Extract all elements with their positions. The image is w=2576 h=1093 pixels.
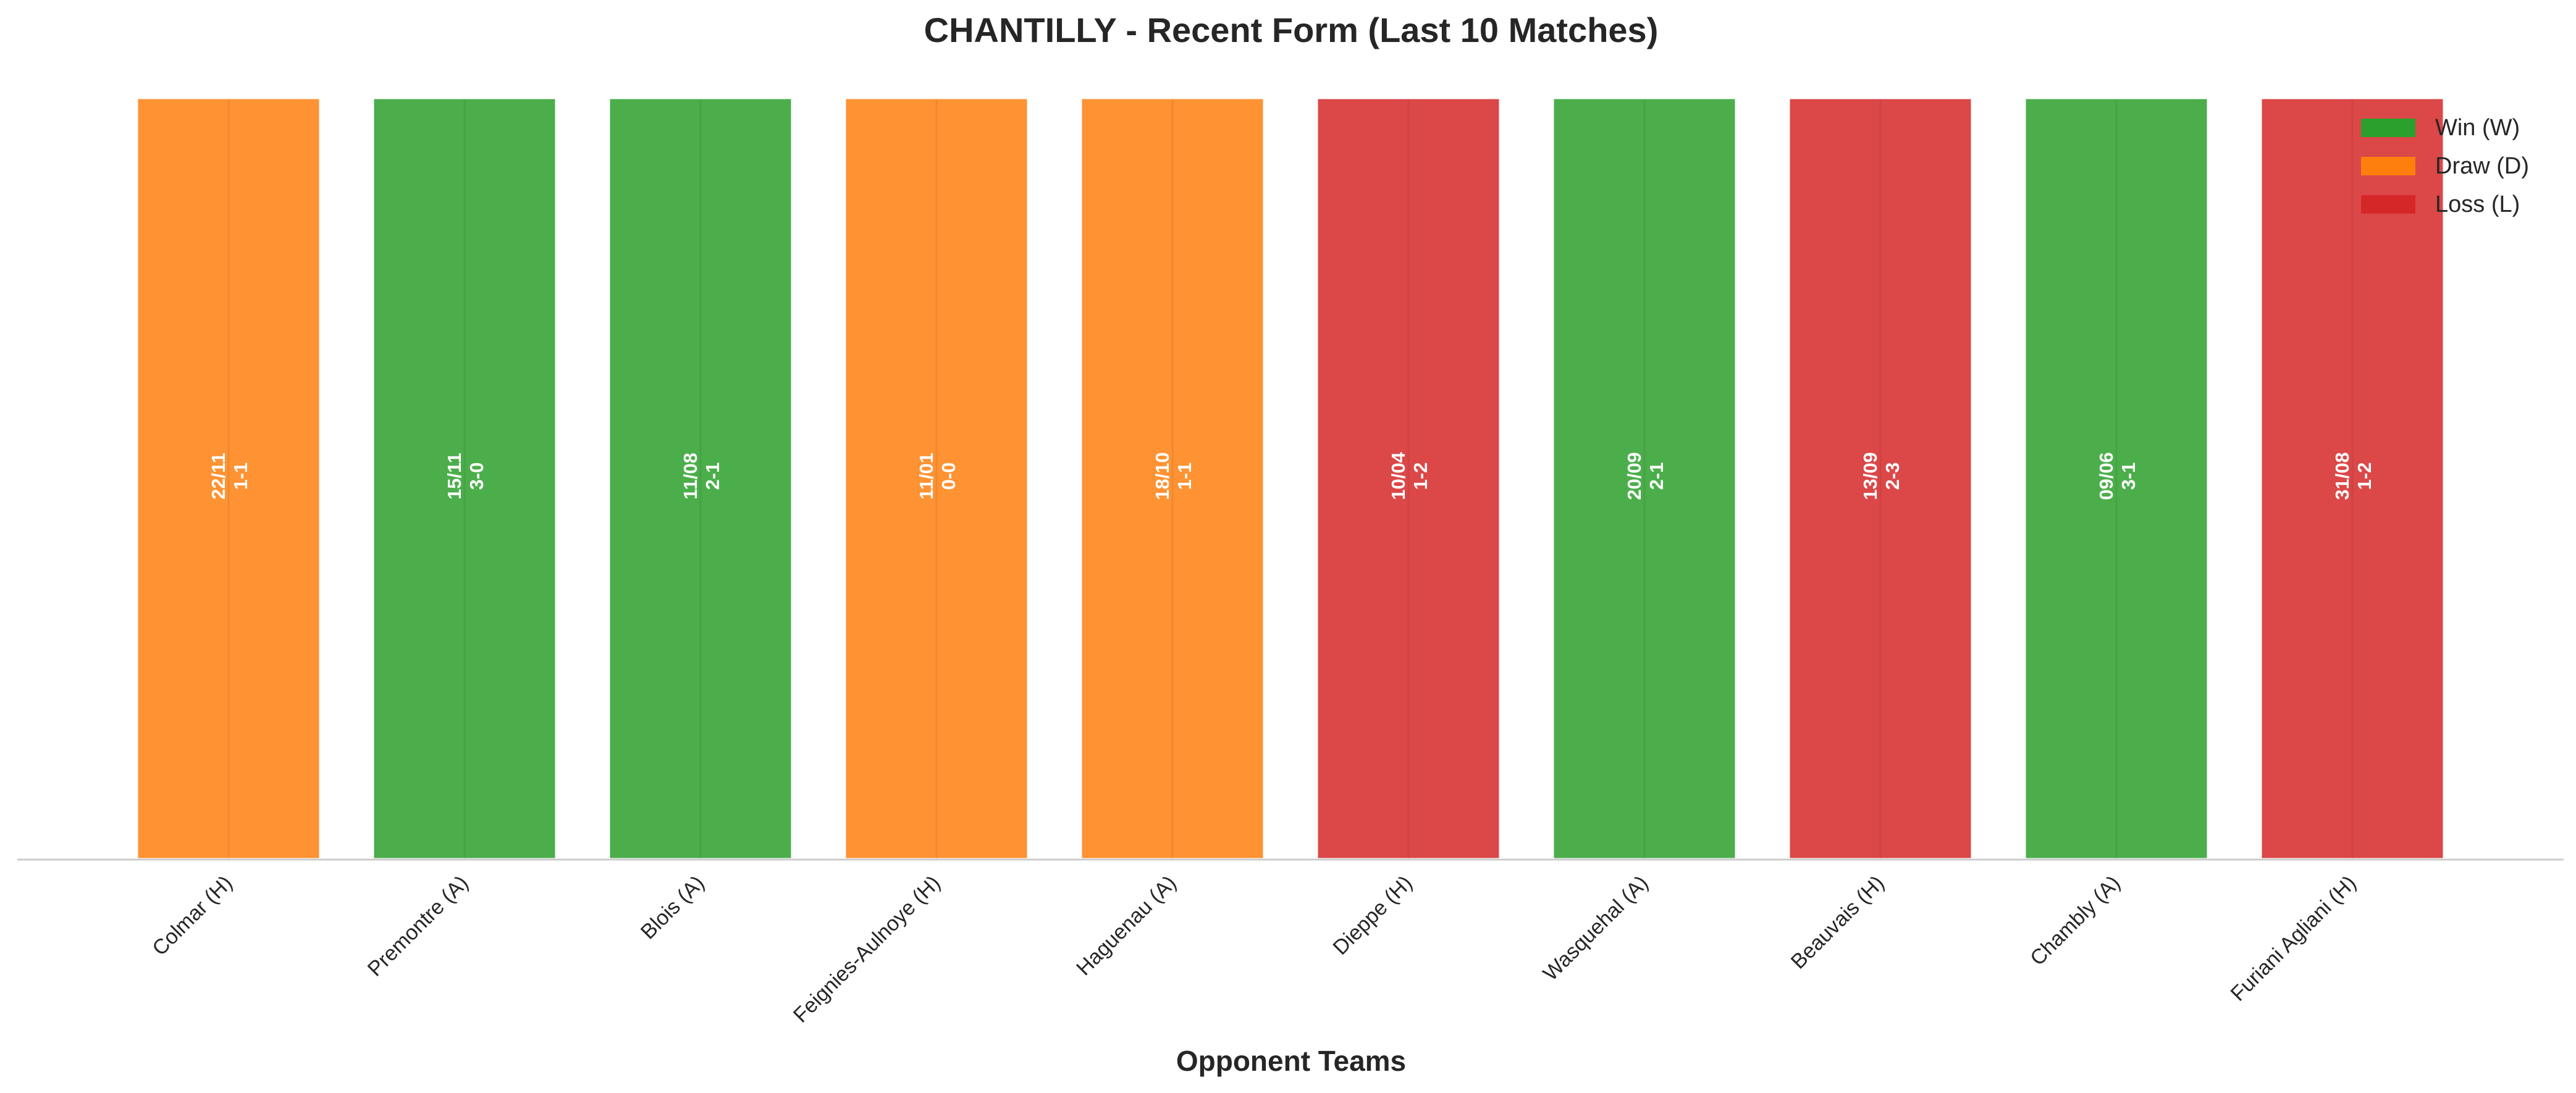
legend-label-w: Win (W) xyxy=(2435,115,2520,141)
bar-score-label: 2-3 xyxy=(1882,463,1903,490)
bar-score-label: 2-1 xyxy=(1646,463,1667,490)
bar-date-label: 15/11 xyxy=(444,453,465,500)
bar-7 xyxy=(1551,96,1738,861)
x-tick-label-1: Colmar (H) xyxy=(148,871,237,960)
bar-date-label: 22/11 xyxy=(208,453,229,500)
bar-3 xyxy=(607,96,794,861)
x-tick-label-3: Blois (A) xyxy=(636,871,709,944)
bar-label-4: 11/010-0 xyxy=(915,453,959,500)
legend-label-l: Loss (L) xyxy=(2435,191,2520,217)
x-axis-title: Opponent Teams xyxy=(1176,1045,1406,1077)
bar-label-8: 13/092-3 xyxy=(1859,452,1903,500)
x-tick-label-10: Furiani Agliani (H) xyxy=(2226,871,2361,1006)
bar-label-1: 22/111-1 xyxy=(208,453,251,500)
bar-2 xyxy=(371,96,558,861)
x-tick-label-2: Premontre (A) xyxy=(363,871,473,981)
bar-1 xyxy=(135,96,322,861)
bar-10 xyxy=(2258,96,2446,861)
x-tick-label-9: Chambly (A) xyxy=(2026,871,2124,970)
x-tick-label-6: Dieppe (H) xyxy=(1329,871,1417,960)
x-tick-labels: Colmar (H) Premontre (A) Blois (A) Feignies… xyxy=(148,871,2360,1028)
bar-score-label: 2-1 xyxy=(702,463,723,490)
bar-date-label: 31/08 xyxy=(2331,452,2353,500)
bar-label-5: 18/101-1 xyxy=(1151,452,1195,500)
chart-title: CHANTILLY - Recent Form (Last 10 Matches… xyxy=(924,10,1659,49)
bar-date-label: 11/01 xyxy=(915,453,937,500)
bar-label-6: 10/041-2 xyxy=(1387,451,1431,500)
bar-6 xyxy=(1315,96,1502,861)
bar-score-label: 3-1 xyxy=(2118,463,2139,490)
bar-date-label: 09/06 xyxy=(2095,452,2117,500)
legend-swatch-w xyxy=(2361,119,2415,137)
bar-date-label: 18/10 xyxy=(1151,452,1173,500)
legend-swatch-l xyxy=(2361,195,2415,214)
bar-label-2: 15/113-0 xyxy=(444,453,487,500)
bar-date-label: 10/04 xyxy=(1387,451,1409,500)
bar-score-label: 1-2 xyxy=(2354,463,2375,490)
legend-label-d: Draw (D) xyxy=(2435,153,2529,179)
bar-score-label: 1-2 xyxy=(1410,463,1431,490)
bar-4 xyxy=(843,96,1030,861)
bar-label-7: 20/092-1 xyxy=(1623,452,1667,500)
bar-score-label: 1-1 xyxy=(230,463,251,490)
x-tick-label-5: Haguenau (A) xyxy=(1072,871,1181,981)
bar-date-label: 11/08 xyxy=(680,453,701,500)
legend: Win (W) Draw (D) Loss (L) xyxy=(2361,115,2529,217)
bars-group: 22/111-1 15/113-0 11/082-1 11/010-0 18/101-1… xyxy=(135,96,2446,861)
bar-score-label: 1-1 xyxy=(1174,463,1195,490)
bar-5 xyxy=(1079,96,1266,861)
bar-score-label: 0-0 xyxy=(938,463,959,490)
bar-score-label: 3-0 xyxy=(466,463,487,490)
x-tick-label-8: Beauvais (H) xyxy=(1787,871,1889,974)
x-tick-label-4: Feignies-Aulnoye (H) xyxy=(789,871,945,1028)
bar-label-10: 31/081-2 xyxy=(2331,452,2375,500)
bar-label-9: 09/063-1 xyxy=(2095,452,2139,500)
bar-label-3: 11/082-1 xyxy=(680,453,723,500)
legend-swatch-d xyxy=(2361,157,2415,175)
bar-date-label: 20/09 xyxy=(1623,452,1645,500)
x-tick-label-7: Wasquehal (A) xyxy=(1539,871,1653,986)
bar-date-label: 13/09 xyxy=(1859,452,1881,500)
